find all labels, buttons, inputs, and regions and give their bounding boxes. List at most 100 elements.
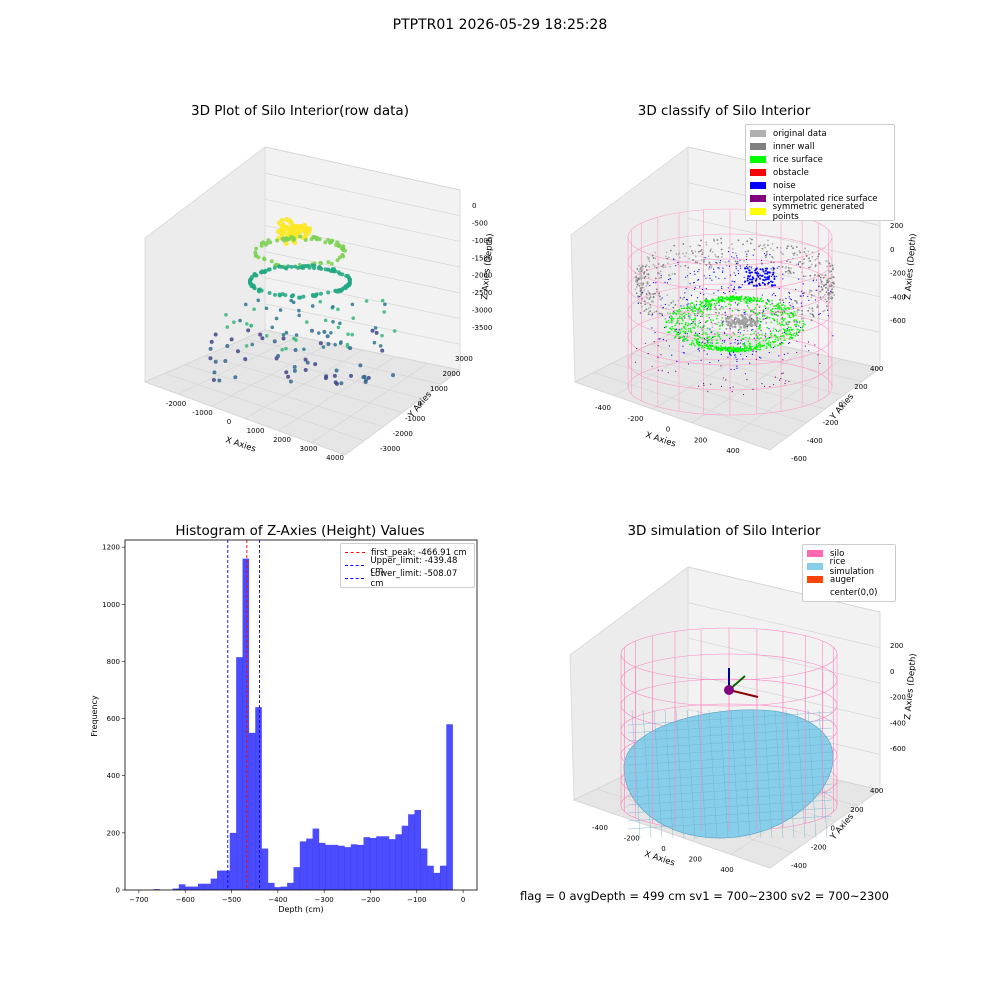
scatter-point <box>708 347 710 350</box>
scatter-point <box>342 285 347 290</box>
scatter-point <box>700 259 703 262</box>
scatter-point <box>689 305 692 307</box>
scatter-point <box>748 307 750 309</box>
scatter-point <box>770 332 773 335</box>
scatter-point <box>750 325 753 328</box>
scatter-point <box>323 240 328 245</box>
scatter-point <box>814 265 817 268</box>
scatter-point <box>742 393 745 396</box>
scatter-point <box>667 331 670 334</box>
scatter-point <box>321 345 326 349</box>
scatter-point <box>678 256 681 259</box>
scatter-point <box>638 284 641 287</box>
scatter-point <box>814 264 817 267</box>
scatter-point <box>676 320 679 323</box>
scatter-point <box>831 281 834 284</box>
scatter-point <box>739 321 743 324</box>
scatter-point <box>753 297 756 299</box>
scatter-point <box>792 334 794 336</box>
scatter-point <box>711 345 713 348</box>
scatter-point <box>329 330 333 335</box>
scatter-point <box>638 278 640 281</box>
scatter-point <box>832 276 835 279</box>
scatter-point <box>694 318 696 321</box>
scatter-point <box>731 295 734 298</box>
scatter-point <box>827 260 829 262</box>
scatter-point <box>677 253 680 256</box>
scatter-point <box>699 300 702 303</box>
scatter-point <box>708 347 710 350</box>
scatter-point <box>781 252 783 255</box>
scatter-point <box>756 300 758 302</box>
scatter-point <box>763 344 766 347</box>
scatter-point <box>722 349 724 351</box>
scatter-point <box>736 299 739 301</box>
scatter-point <box>676 321 679 324</box>
scatter-point <box>726 323 730 326</box>
scatter-point <box>668 345 670 347</box>
scatter-point <box>735 262 738 264</box>
scatter-point <box>748 271 751 274</box>
scatter-point <box>708 338 711 341</box>
scatter-point <box>278 308 283 312</box>
scatter-point <box>830 290 832 292</box>
scatter-point <box>733 320 735 322</box>
scatter-point <box>741 347 744 350</box>
scatter-point <box>742 358 744 360</box>
scatter-point <box>288 379 293 384</box>
scatter-point <box>796 321 798 323</box>
scatter-point <box>693 281 695 284</box>
scatter-point <box>785 332 788 335</box>
scatter-point <box>786 328 788 330</box>
scatter-point <box>795 333 798 335</box>
scatter-point <box>750 278 753 281</box>
scatter-point <box>708 335 711 338</box>
histogram-bar <box>433 872 441 890</box>
scatter-point <box>733 257 735 259</box>
scatter-point <box>696 333 699 335</box>
scatter-point <box>702 382 705 385</box>
scatter-point <box>788 307 791 310</box>
scatter-point <box>293 234 299 240</box>
scatter-point <box>710 347 713 350</box>
scatter-point <box>706 319 709 322</box>
scatter-point <box>797 263 800 265</box>
scatter-point <box>703 325 706 327</box>
scatter-point <box>292 365 297 370</box>
scatter-point <box>774 336 777 338</box>
scatter-point <box>764 272 767 275</box>
scatter-point <box>721 322 723 324</box>
scatter-point <box>764 256 767 259</box>
scatter-point <box>715 302 718 304</box>
scatter-point <box>724 314 727 317</box>
scatter-point <box>814 258 817 261</box>
scatter-point <box>758 245 760 248</box>
scatter-point <box>800 295 803 298</box>
scatter-point <box>788 380 790 383</box>
scatter-point <box>809 312 812 315</box>
scatter-point <box>675 313 678 316</box>
legend-item: inner wall <box>746 140 894 153</box>
scatter-point <box>697 244 700 247</box>
scatter-point <box>734 321 738 325</box>
scatter-point <box>286 231 292 237</box>
scatter-point <box>686 307 689 310</box>
scatter-point <box>751 309 753 312</box>
scatter-point <box>749 343 752 345</box>
scatter-point <box>729 315 733 318</box>
scatter-point <box>758 356 761 358</box>
scatter-point <box>671 325 674 328</box>
scatter-point <box>734 322 737 326</box>
scatter-point <box>827 293 830 296</box>
scatter-point <box>731 298 734 301</box>
scatter-point <box>749 300 751 303</box>
scatter-point <box>756 345 758 348</box>
scatter-point <box>749 362 751 364</box>
scatter-point <box>638 276 641 279</box>
scatter-point <box>808 350 810 352</box>
scatter-point <box>760 259 763 261</box>
scatter-point <box>761 300 763 303</box>
scatter-point <box>719 296 722 299</box>
scatter-point <box>774 328 777 331</box>
scatter-point <box>682 243 685 245</box>
